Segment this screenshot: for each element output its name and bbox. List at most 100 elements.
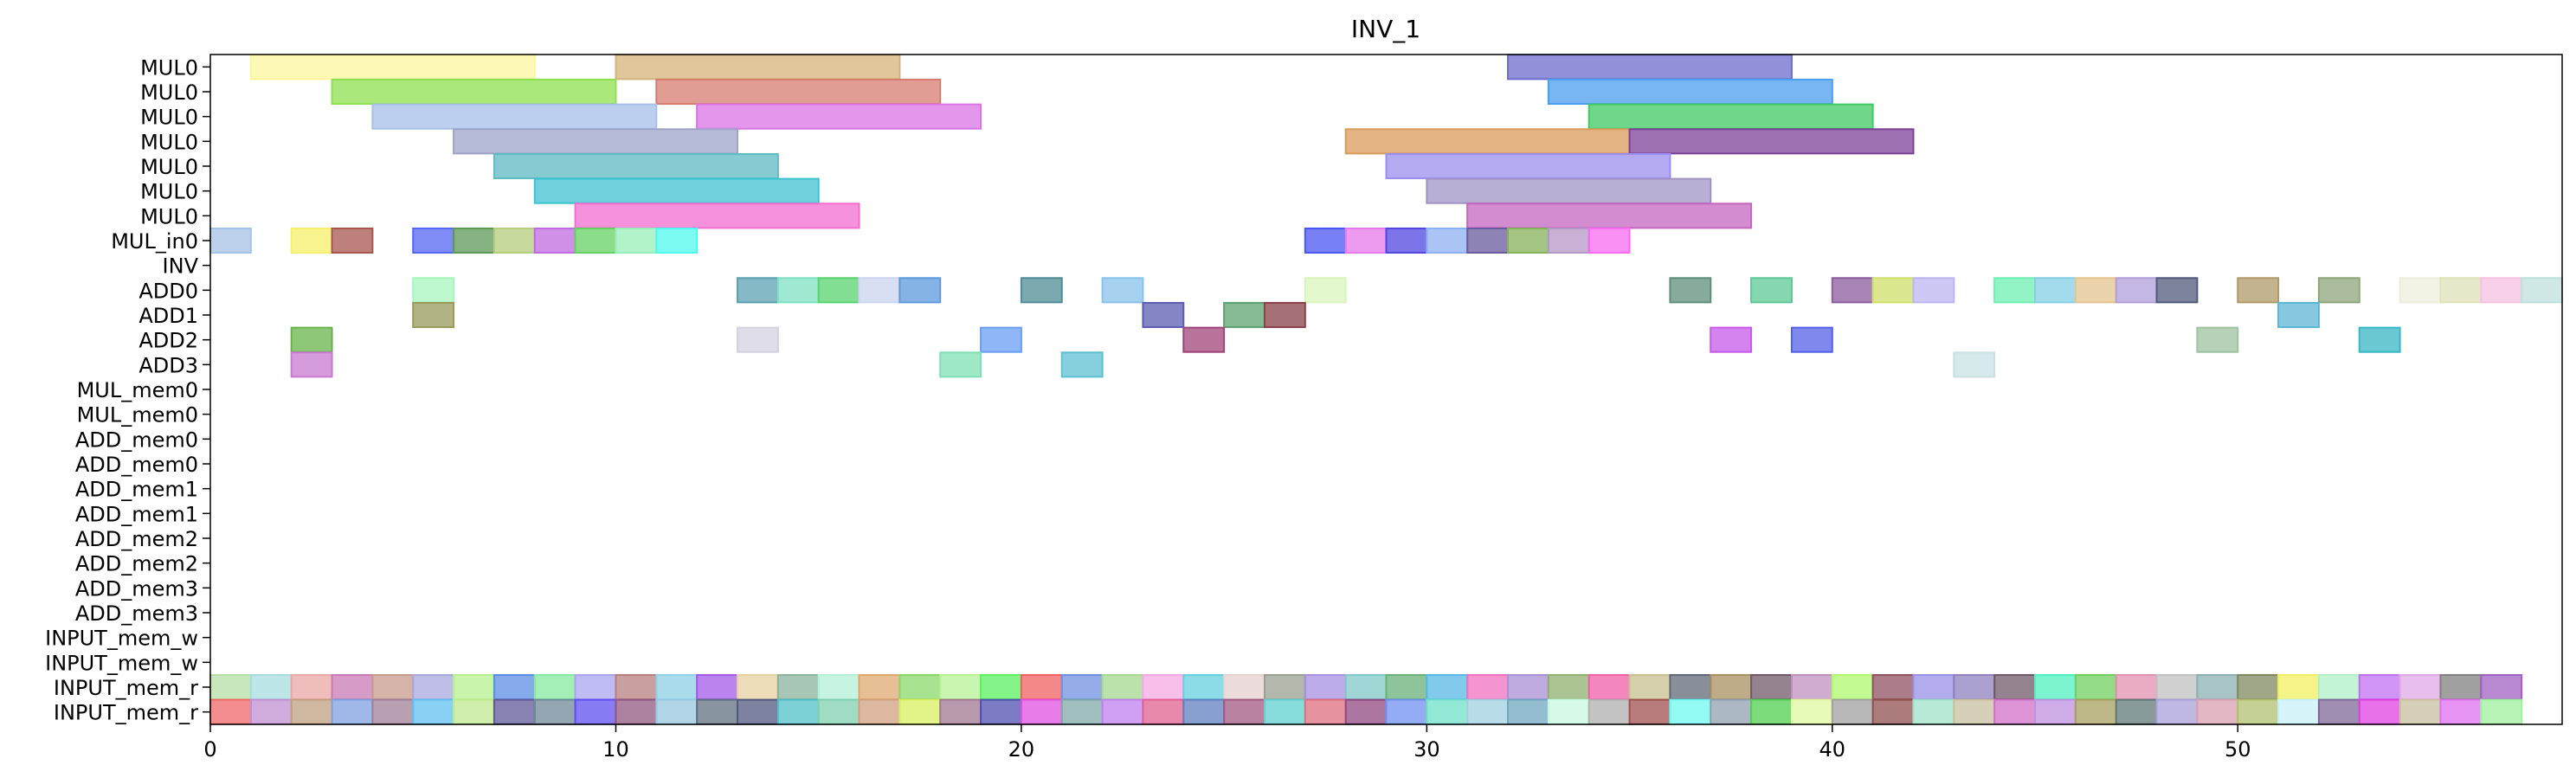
task-bar <box>1790 698 1833 725</box>
task-bar <box>2439 673 2483 701</box>
task-bar <box>1669 673 1712 701</box>
task-bar <box>980 326 1022 353</box>
task-bar <box>1142 698 1185 725</box>
task-bar <box>1101 277 1144 304</box>
task-bar <box>209 698 252 725</box>
task-bar <box>2196 698 2239 725</box>
plot-frame <box>209 54 2563 725</box>
task-bar <box>2439 277 2483 304</box>
task-bar <box>1547 227 1590 254</box>
task-bar <box>1710 673 1753 701</box>
x-tick-label: 50 <box>2225 737 2251 762</box>
task-bar <box>290 673 333 701</box>
task-bar <box>453 227 495 254</box>
task-bar <box>1060 698 1104 725</box>
task-bar <box>1871 673 1915 701</box>
task-bar <box>1507 698 1549 725</box>
task-bar <box>1142 673 1185 701</box>
task-bar <box>655 227 699 254</box>
task-bar <box>1628 673 1671 701</box>
task-bar <box>898 673 942 701</box>
task-bar <box>1182 698 1226 725</box>
task-bar <box>1953 698 1996 725</box>
task-bar <box>2074 698 2117 725</box>
task-bar <box>1507 673 1549 701</box>
task-bar <box>2155 277 2199 304</box>
y-tick-label: INV <box>163 254 199 279</box>
task-bar <box>2399 673 2442 701</box>
task-bar <box>574 673 617 701</box>
task-bar <box>1020 673 1063 701</box>
task-bar <box>1426 673 1469 701</box>
task-bar <box>1710 698 1753 725</box>
task-bar <box>898 277 942 304</box>
task-bar <box>939 673 982 701</box>
task-bar <box>1831 698 1874 725</box>
task-bar <box>1547 78 1833 106</box>
task-bar <box>1344 673 1388 701</box>
y-tick-label: MUL0 <box>140 155 198 179</box>
task-bar <box>1790 673 1833 701</box>
task-bar <box>1871 277 1915 304</box>
task-bar <box>655 698 699 725</box>
y-tick-label: ADD_mem1 <box>75 478 198 502</box>
task-bar <box>1912 698 1955 725</box>
task-bar <box>1060 351 1104 378</box>
task-bar <box>2115 698 2158 725</box>
task-bar <box>1223 698 1265 725</box>
task-bar <box>1953 351 1996 378</box>
task-bar <box>776 698 820 725</box>
task-bar <box>453 698 495 725</box>
task-bar <box>1587 103 1874 130</box>
task-bar <box>371 673 415 701</box>
task-bar <box>1710 326 1753 353</box>
task-bar <box>2034 673 2077 701</box>
task-bar <box>2277 698 2320 725</box>
task-bar <box>1587 673 1631 701</box>
task-bar <box>493 227 536 254</box>
task-bar <box>1953 673 1996 701</box>
task-bar <box>1993 277 2037 304</box>
task-bar <box>2480 698 2523 725</box>
task-bar <box>574 698 617 725</box>
task-bar <box>776 277 820 304</box>
task-bar <box>2237 698 2280 725</box>
y-axis: MUL0MUL0MUL0MUL0MUL0MUL0MUL0MUL_in0INVAD… <box>45 55 210 725</box>
y-tick-label: INPUT_mem_r <box>54 676 198 700</box>
task-bar <box>1993 698 2037 725</box>
task-bar <box>412 698 455 725</box>
task-bar <box>2317 673 2360 701</box>
task-bar <box>1587 227 1631 254</box>
task-bar <box>1669 698 1712 725</box>
task-bar <box>1223 301 1265 329</box>
task-bar <box>2115 277 2158 304</box>
task-bar <box>696 698 738 725</box>
task-bar <box>371 103 658 130</box>
chart-title: INV_1 <box>1351 15 1420 43</box>
task-bar <box>1385 152 1671 180</box>
task-bar <box>574 203 860 229</box>
x-tick-label: 10 <box>602 737 629 762</box>
task-bar <box>1628 128 1915 155</box>
task-bar <box>412 301 455 329</box>
task-bar <box>412 277 455 304</box>
task-bar <box>817 277 860 304</box>
task-bar <box>2237 673 2280 701</box>
task-bar <box>249 698 293 725</box>
task-bar <box>1263 301 1306 329</box>
task-bar <box>2317 698 2360 725</box>
task-bar <box>2399 277 2442 304</box>
x-tick-label: 40 <box>1819 737 1846 762</box>
y-tick-label: ADD_mem2 <box>75 527 198 551</box>
task-bar <box>331 78 617 106</box>
y-tick-label: ADD_mem2 <box>75 552 198 576</box>
task-bar <box>696 673 738 701</box>
task-bar <box>2196 673 2239 701</box>
task-bar <box>1912 673 1955 701</box>
task-bar <box>2034 698 2077 725</box>
y-tick-label: ADD_mem3 <box>75 576 198 601</box>
task-bar <box>209 227 252 254</box>
task-bar <box>2074 673 2117 701</box>
task-bar <box>2074 277 2117 304</box>
